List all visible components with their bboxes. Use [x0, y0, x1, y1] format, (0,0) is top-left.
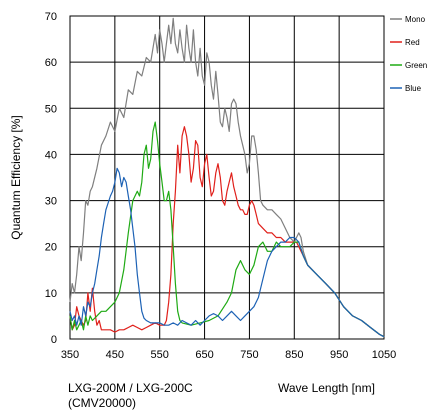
caption-model: LXG-200M / LXG-200C: [68, 381, 193, 395]
legend-label: Mono: [405, 15, 426, 24]
x-tick-label: 850: [285, 349, 303, 361]
x-tick-label: 550: [151, 349, 169, 361]
x-tick-label: 650: [195, 349, 213, 361]
plot-frame: [69, 15, 385, 340]
legend-label: Blue: [405, 84, 422, 93]
x-tick-label: 950: [330, 349, 348, 361]
y-tick-label: 40: [45, 149, 57, 161]
series-line-mono: [69, 17, 385, 338]
series-line-blue: [69, 167, 385, 338]
series-line-green: [69, 121, 385, 338]
y-tick-labels: 0 10 20 30 40 50 60 70: [45, 11, 57, 346]
chart-caption: LXG-200M / LXG-200C (CMV20000): [68, 381, 193, 411]
y-tick-label: 20: [45, 242, 57, 254]
y-tick-label: 60: [45, 57, 57, 69]
y-tick-label: 0: [51, 334, 57, 346]
y-tick-label: 10: [45, 288, 57, 300]
legend-label: Red: [405, 38, 420, 47]
x-tick-labels: 350 450 550 650 750 850 950 1050: [61, 349, 396, 361]
x-tick-label: 450: [106, 349, 124, 361]
y-tick-label: 70: [45, 11, 57, 23]
x-tick-label: 350: [61, 349, 79, 361]
legend: Mono Red Green Blue: [390, 15, 427, 93]
x-axis-label: Wave Length [nm]: [278, 381, 375, 395]
y-axis-label: Quantum Efficiency [%]: [9, 115, 23, 240]
y-tick-label: 30: [45, 196, 57, 208]
caption-sensor: (CMV20000): [68, 396, 137, 410]
legend-label: Green: [405, 61, 427, 70]
y-tick-label: 50: [45, 103, 57, 115]
x-tick-label: 1050: [372, 349, 396, 361]
series-lines: [69, 17, 385, 338]
x-tick-label: 750: [240, 349, 258, 361]
grid: [69, 15, 385, 340]
series-line-red: [69, 126, 385, 338]
